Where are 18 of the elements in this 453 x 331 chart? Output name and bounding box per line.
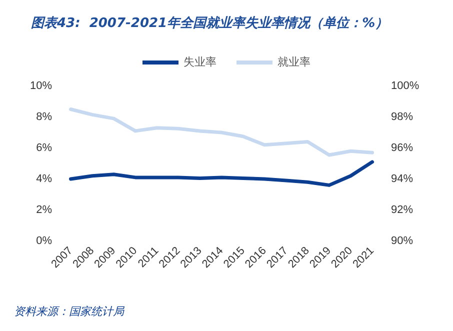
- y-tick-label: 10%: [30, 80, 52, 92]
- text: 资料来源：国家统计局: [14, 305, 125, 318]
- y-tick-label: 4%: [36, 173, 52, 185]
- y2-tick-label: 90%: [391, 235, 414, 247]
- y-tick-label: 2%: [36, 204, 52, 216]
- line-series: [69, 160, 374, 187]
- y2-tick-label: 94%: [391, 173, 414, 185]
- legend-label: 失业率: [184, 56, 216, 68]
- y2-tick-label: 98%: [391, 111, 414, 123]
- y2-tick-label: 100%: [391, 80, 420, 92]
- y-tick-label: 8%: [36, 111, 52, 123]
- chart-title: 图表43: 2007-2021年全国就业率失业率情况（单位：%）: [31, 15, 388, 31]
- y2-tick-label: 92%: [391, 204, 414, 216]
- y2-tick-label: 96%: [391, 142, 414, 154]
- y-tick-label: 0%: [36, 235, 52, 247]
- y-tick-label: 6%: [36, 142, 52, 154]
- line-series: [69, 108, 374, 157]
- legend-label: 就业率: [278, 56, 310, 68]
